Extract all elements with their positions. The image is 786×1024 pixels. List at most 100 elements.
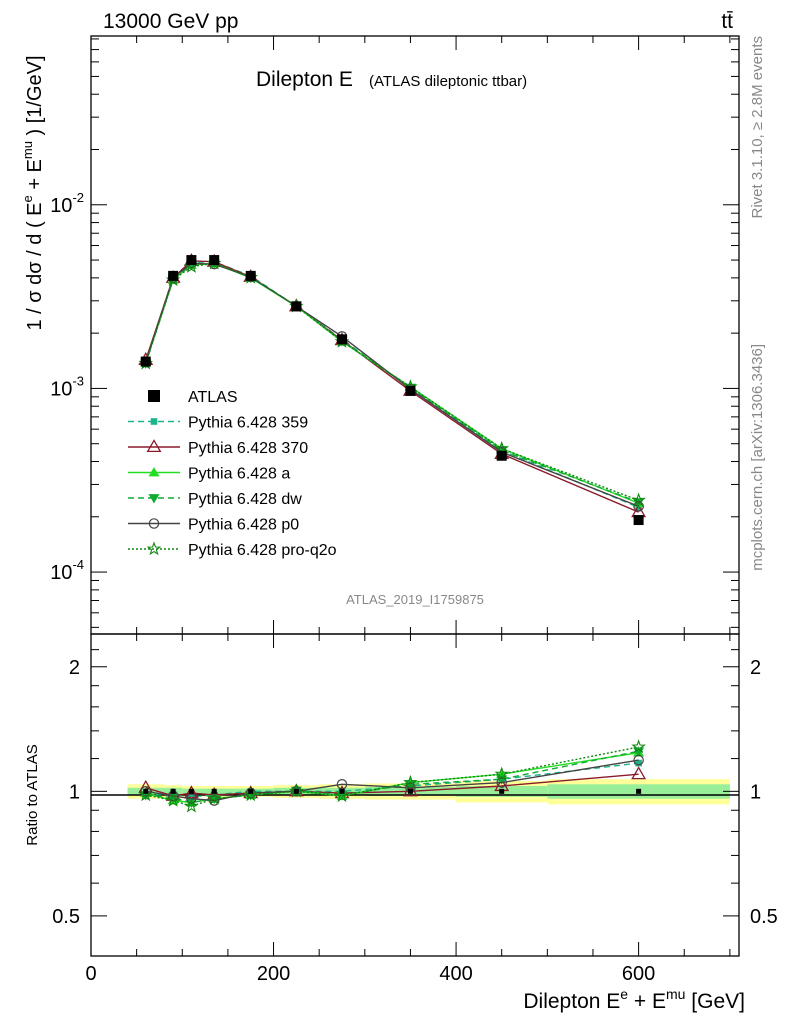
ratio-pythia-6-428-pro-q2o-point <box>206 790 222 805</box>
ratio-atlas-point <box>293 788 299 794</box>
process-label: tt̄ <box>721 10 733 33</box>
x-label-sup-e: e <box>620 986 628 1002</box>
series-pythia-6-428-pro-q2o-line <box>145 262 639 501</box>
legend: ATLAS Pythia 6.428 359 Pythia 6.428 370 Pyt… <box>128 389 337 559</box>
plot-title-sub: (ATLAS dileptonic ttbar) <box>369 73 527 90</box>
x-tick-label: 400 <box>439 963 472 985</box>
analysis-id: ATLAS_2019_I1759875 <box>346 592 484 607</box>
y-tick-exponent: -2 <box>72 190 84 205</box>
ratio-atlas-point <box>499 788 505 794</box>
ratio-pythia-6-428-pro-q2o-point <box>243 787 259 802</box>
ratio-pythia-6-428-pro-q2o-point <box>138 787 154 802</box>
ratio-pythia-6-428-pro-q2o-point <box>631 739 646 754</box>
legend-marker <box>146 439 162 453</box>
series-atlas-point <box>209 255 220 266</box>
x-label-part-3: [GeV] <box>685 990 745 1013</box>
x-tick-label: 600 <box>622 963 655 985</box>
x-axis-label: Dilepton Ee + Emu [GeV] <box>523 986 745 1013</box>
legend-marker <box>148 467 160 477</box>
legend-marker <box>150 418 158 425</box>
axis-ticks <box>90 36 739 957</box>
y-main-tick-label: 10-4 <box>50 557 84 584</box>
x-tick-label: 200 <box>257 963 290 985</box>
ratio-pythia-6-428-359-point <box>188 793 195 801</box>
y-label-sup-e: e <box>20 195 35 202</box>
y-ratio-tick-label-right: 0.5 <box>750 906 778 928</box>
y-label-part-1: 1 / σ dσ / d ( E <box>24 202 46 330</box>
legend-marker <box>146 541 162 556</box>
ratio-pythia-6-428-p0-point <box>633 754 644 766</box>
ratio-pythia-6-428-p0-line <box>145 759 639 802</box>
series-atlas-point <box>405 385 416 396</box>
ratio-atlas-point <box>211 788 217 794</box>
y-ratio-tick-label-left: 0.5 <box>52 906 80 928</box>
series-pythia-6-428-p0-line <box>145 262 639 507</box>
ratio-atlas-point <box>339 788 345 794</box>
ratio-pythia-6-428-359-line <box>145 762 639 798</box>
energy-label: 13000 GeV pp <box>103 10 238 33</box>
legend-label: Pythia 6.428 370 <box>188 440 308 457</box>
y-tick-base: 10 <box>50 378 72 400</box>
series-atlas-point <box>633 515 644 526</box>
ratio-pythia-6-428-pro-q2o-point <box>165 792 181 807</box>
ratio-pythia-6-428-pro-q2o-point <box>494 766 510 781</box>
y-ratio-tick-label-right: 1 <box>750 781 761 803</box>
series-atlas-point <box>291 301 302 312</box>
legend-label: Pythia 6.428 p0 <box>188 517 299 534</box>
legend-label: Pythia 6.428 a <box>188 466 290 483</box>
y-main-tick-label: 10-3 <box>50 373 84 400</box>
series-atlas-point <box>245 270 256 281</box>
legend-marker <box>148 494 160 504</box>
ratio-pythia-6-428-pro-q2o-point <box>184 798 199 813</box>
y-label-part-3: ) [1/GeV] <box>24 55 46 141</box>
ratio-pythia-6-428-a-line <box>145 752 639 804</box>
ratio-pythia-6-428-p0-point <box>186 793 197 804</box>
y-axis-label-ratio: Ratio to ATLAS <box>24 744 41 845</box>
series-atlas-point <box>186 255 197 266</box>
ratio-pythia-6-428-370-point <box>402 783 418 797</box>
y-main-tick-label: 10-2 <box>50 190 84 217</box>
y-tick-exponent: -3 <box>72 373 84 388</box>
y-label-part-2: + E <box>24 159 46 195</box>
legend-label: Pythia 6.428 dw <box>188 491 302 508</box>
series-pythia-6-428-p0-point <box>633 501 644 512</box>
ratio-atlas-point <box>143 788 149 794</box>
series-atlas-point <box>336 334 347 345</box>
ratio-pythia-6-428-pro-q2o-point <box>403 774 418 789</box>
ratio-pythia-6-428-dw-line <box>145 750 639 804</box>
y-tick-base: 10 <box>50 562 72 584</box>
y-tick-base: 10 <box>50 195 72 217</box>
rivet-version-label: Rivet 3.1.10, ≥ 2.8M events <box>749 36 766 219</box>
mcplots-label: mcplots.cern.ch [arXiv:1306.3436] <box>749 344 766 571</box>
ratio-series-group <box>138 739 647 813</box>
y-tick-exponent: -4 <box>72 557 84 572</box>
legend-label: Pythia 6.428 pro-q2o <box>188 542 337 559</box>
legend-marker <box>148 390 160 402</box>
ratio-pythia-6-428-370-point <box>631 766 647 780</box>
ratio-atlas-point <box>636 788 642 794</box>
ratio-pythia-6-428-p0-point <box>140 786 152 797</box>
plot-title-main: Dilepton E <box>256 68 353 91</box>
ratio-pythia-6-428-pro-q2o-line <box>145 746 639 808</box>
x-label-sup-mu: mu <box>666 986 685 1002</box>
series-pythia-6-428-pro-q2o-point <box>631 492 646 507</box>
ratio-atlas-point <box>188 788 194 794</box>
y-label-sup-mu: mu <box>20 141 35 159</box>
ratio-pythia-6-428-359-point <box>635 759 642 767</box>
ratio-atlas-point <box>170 788 176 794</box>
ratio-pythia-6-428-p0-point <box>496 777 507 788</box>
ratio-pythia-6-428-pro-q2o-point <box>334 788 350 803</box>
y-ratio-tick-label-left: 2 <box>69 657 80 679</box>
x-tick-label: 0 <box>85 963 96 985</box>
legend-marker <box>148 518 160 529</box>
x-label-part-1: Dilepton E <box>523 990 620 1013</box>
ratio-atlas-point <box>248 788 254 794</box>
y-axis-label-main: 1 / σ dσ / d ( Ee + Emu ) [1/GeV] <box>20 55 46 330</box>
series-atlas-point <box>496 450 507 461</box>
ratio-atlas-point <box>407 788 413 794</box>
y-ratio-tick-label-left: 1 <box>69 781 80 803</box>
legend-label: ATLAS <box>188 389 238 406</box>
main-series-group <box>138 252 647 526</box>
